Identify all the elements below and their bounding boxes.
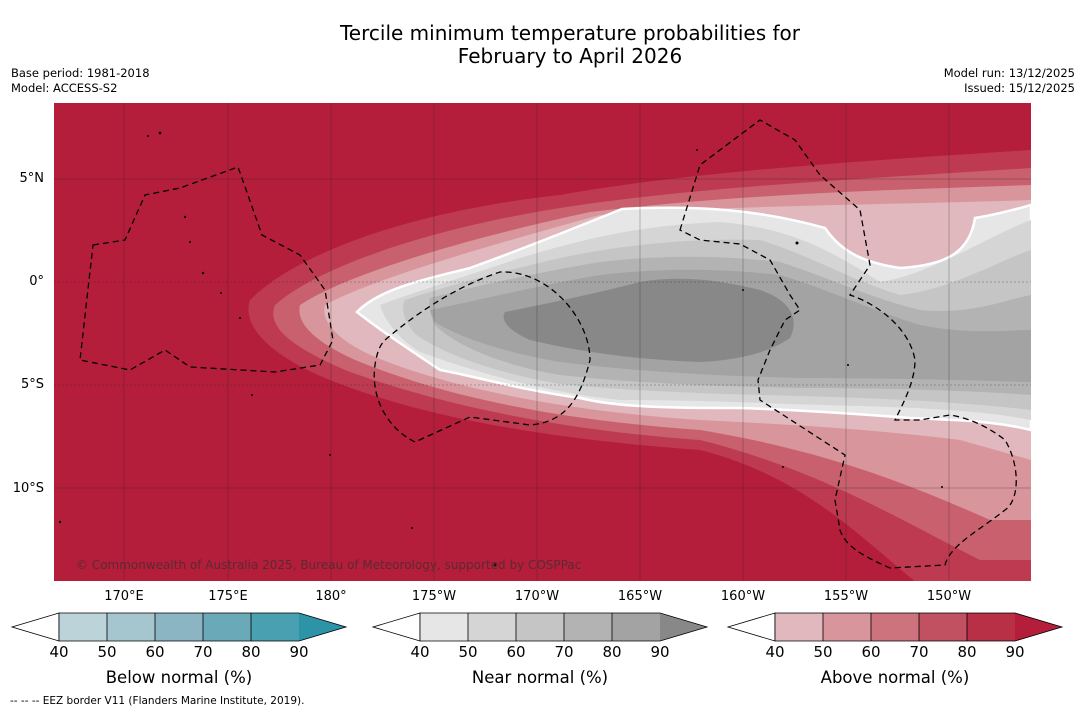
- lat-label: 5°N: [19, 171, 45, 186]
- lon-label: 170°E: [104, 589, 144, 604]
- cb-tick: 80: [957, 643, 977, 661]
- model-name: Model: ACCESS-S2: [11, 81, 118, 95]
- colorbar-above-normal: [726, 612, 1064, 642]
- below-swatch: [59, 613, 107, 641]
- cb-tick: 70: [193, 643, 213, 661]
- cb-tick: 60: [145, 643, 165, 661]
- eez-border-phoenix: [373, 271, 591, 443]
- cb-tick: 50: [97, 643, 117, 661]
- cb-tick: 50: [813, 643, 833, 661]
- lon-label: 175°W: [411, 589, 457, 604]
- below-swatch: [251, 613, 299, 641]
- colorbar-below-normal: [10, 612, 348, 642]
- model-run: Model run: 13/12/2025: [943, 66, 1075, 80]
- cb-tick: 50: [458, 643, 478, 661]
- base-period: Base period: 1981-2018: [11, 66, 150, 80]
- near-swatch: [516, 613, 564, 641]
- title-line-1: Tercile minimum temperature probabilitie…: [339, 21, 801, 45]
- below-extend-left: [10, 612, 60, 642]
- cb-tick: 40: [49, 643, 69, 661]
- eez-legend: -- -- -- EEZ border V11 (Flanders Marine…: [10, 695, 305, 707]
- cb-tick: 70: [909, 643, 929, 661]
- lon-label: 150°W: [926, 589, 972, 604]
- eez-borders: [79, 119, 1017, 569]
- lat-label: 10°S: [12, 481, 44, 496]
- probability-field: [54, 103, 1031, 581]
- lon-label: 180°: [315, 589, 347, 604]
- lon-label: 165°W: [617, 589, 663, 604]
- eez-border-tuvalu: [79, 166, 334, 373]
- cb-tick: 60: [506, 643, 526, 661]
- near-swatch: [564, 613, 612, 641]
- cb-tick: 80: [241, 643, 261, 661]
- above-extend-right: [1015, 613, 1062, 641]
- issued-date: Issued: 15/12/2025: [964, 81, 1075, 95]
- title-line-2: February to April 2026: [457, 44, 683, 68]
- cb-tick: 40: [410, 643, 430, 661]
- colorbar-near-normal: [371, 612, 709, 642]
- near-swatch: [468, 613, 516, 641]
- meta-left: Base period: 1981-2018 Model: ACCESS-S2: [11, 66, 150, 96]
- meta-right: Model run: 13/12/2025 Issued: 15/12/2025: [944, 66, 1075, 96]
- lat-label: 0°: [29, 274, 44, 289]
- graticule: [54, 103, 1031, 581]
- eez-border-line-islands: [679, 119, 1017, 569]
- cb-tick: 80: [602, 643, 622, 661]
- lat-label: 5°S: [20, 377, 44, 392]
- cb-tick: 70: [554, 643, 574, 661]
- cb-tick: 40: [765, 643, 785, 661]
- copyright-notice: © Commonwealth of Australia 2025, Bureau…: [76, 558, 582, 572]
- above-swatch: [919, 613, 967, 641]
- cb-tick: 90: [650, 643, 670, 661]
- below-swatch: [107, 613, 155, 641]
- lon-label: 160°W: [720, 589, 766, 604]
- colorbar-label-near: Near normal (%): [471, 668, 609, 687]
- below-swatch: [203, 613, 251, 641]
- cb-tick: 90: [1005, 643, 1025, 661]
- cb-tick: 90: [289, 643, 309, 661]
- cb-tick: 60: [861, 643, 881, 661]
- lon-label: 170°W: [514, 589, 560, 604]
- near-swatch: [612, 613, 660, 641]
- near-extend-right: [660, 613, 707, 641]
- above-swatch: [871, 613, 919, 641]
- colorbar-label-above: Above normal (%): [820, 668, 970, 687]
- above-swatch: [967, 613, 1015, 641]
- below-extend-right: [299, 613, 346, 641]
- near-extend-left: [371, 612, 421, 642]
- lon-label: 155°W: [823, 589, 869, 604]
- below-swatch: [155, 613, 203, 641]
- near-swatch: [420, 613, 468, 641]
- above-swatch: [823, 613, 871, 641]
- above-swatch: [775, 613, 823, 641]
- near-normal-90-band: [503, 278, 794, 362]
- above-extend-left: [726, 612, 776, 642]
- colorbar-label-below: Below normal (%): [105, 668, 253, 687]
- lon-label: 175°E: [208, 589, 248, 604]
- map-title: Tercile minimum temperature probabilitie…: [0, 22, 1085, 68]
